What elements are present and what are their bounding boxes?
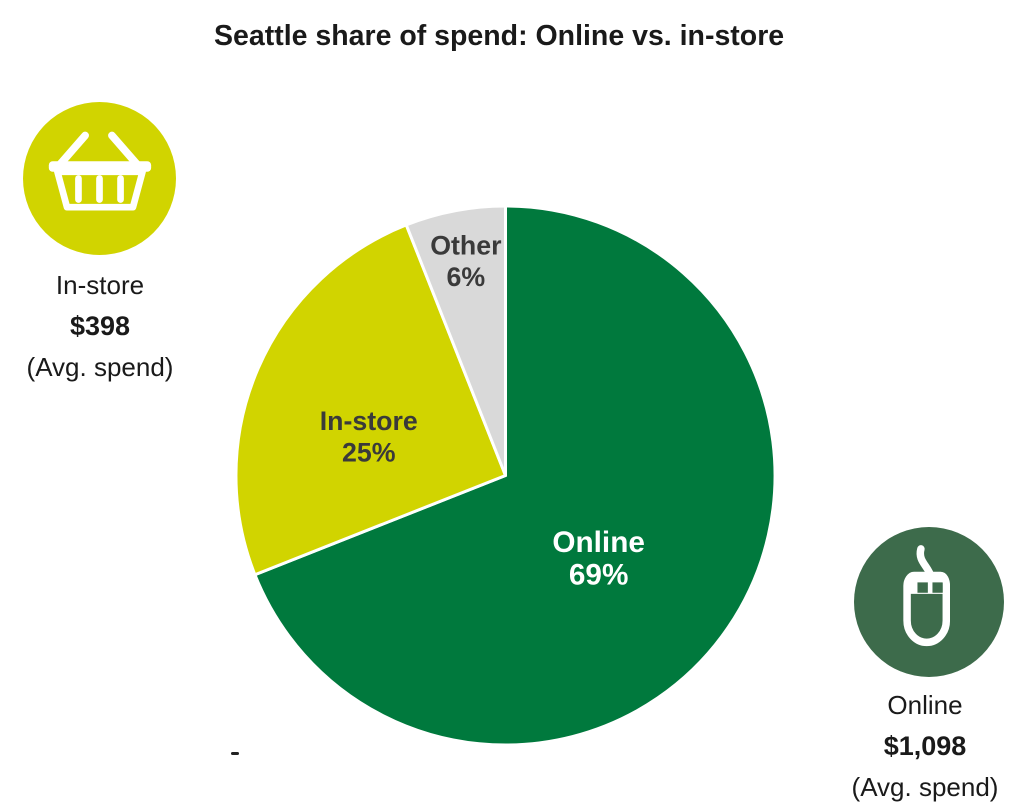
svg-text:25%: 25% bbox=[342, 438, 396, 468]
svg-text:69%: 69% bbox=[569, 559, 628, 592]
svg-text:Other: Other bbox=[430, 231, 501, 261]
svg-text:Online: Online bbox=[552, 526, 644, 559]
svg-text:In-store: In-store bbox=[320, 406, 418, 436]
svg-text:6%: 6% bbox=[447, 262, 486, 292]
